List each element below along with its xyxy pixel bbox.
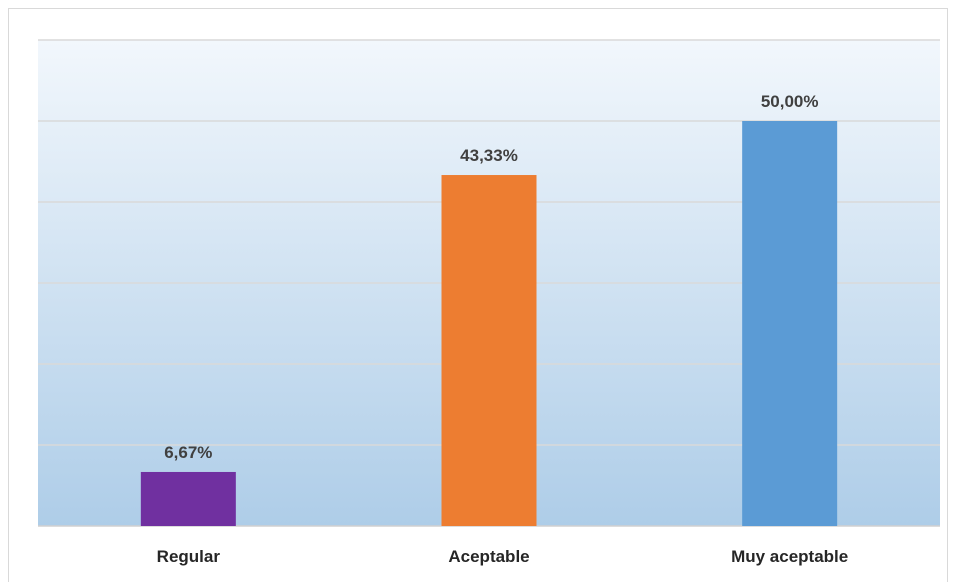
data-label: 50,00% xyxy=(761,92,819,111)
data-labels: 6,67% 43,33% 50,00% xyxy=(164,92,818,462)
data-label: 6,67% xyxy=(164,443,212,462)
chart-frame xyxy=(8,8,948,582)
bar-aceptable xyxy=(441,175,537,527)
bars xyxy=(140,121,838,527)
data-label: 43,33% xyxy=(460,146,518,165)
bar-regular xyxy=(140,471,236,526)
category-label: Aceptable xyxy=(448,547,529,566)
category-labels: Regular Aceptable Muy aceptable xyxy=(157,547,849,566)
category-label: Regular xyxy=(157,547,221,566)
bar-muy-aceptable xyxy=(742,121,838,526)
category-label: Muy aceptable xyxy=(731,547,848,566)
